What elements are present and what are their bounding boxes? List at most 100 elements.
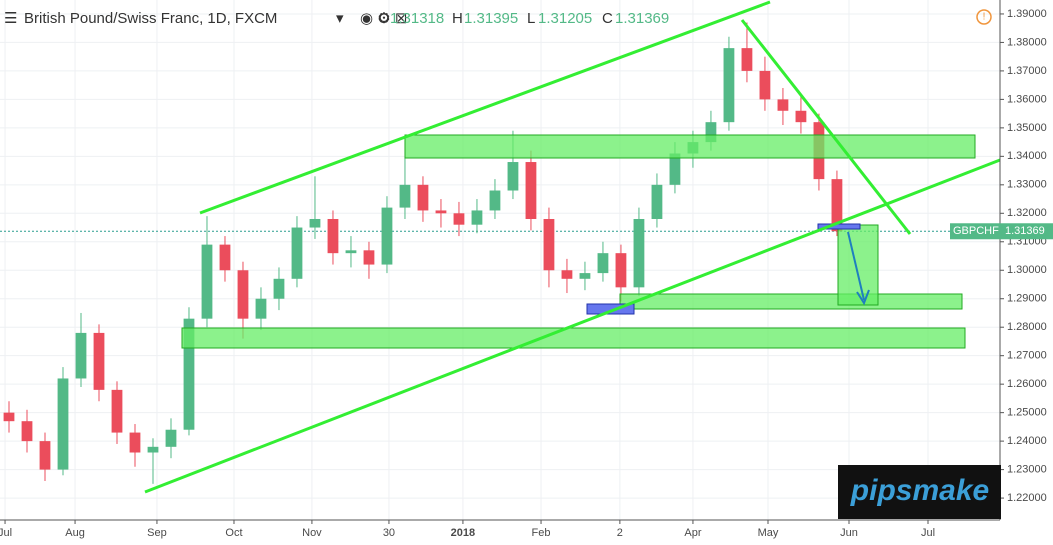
candle-body: [777, 99, 789, 111]
price-tag-symbol: GBPCHF: [953, 225, 999, 237]
candle-body: [219, 244, 231, 271]
y-tick-label: 1.23000: [1007, 464, 1047, 476]
x-tick-label: May: [758, 527, 779, 539]
open-value: 1.31318: [390, 10, 444, 27]
candle-body: [615, 253, 627, 288]
price-tag-value: 1.31369: [1005, 225, 1045, 237]
x-tick-label: Jun: [840, 527, 858, 539]
candle-body: [93, 332, 105, 390]
dropdown[interactable]: ▾: [336, 10, 344, 27]
y-tick-label: 1.26000: [1007, 378, 1047, 390]
price-tag: GBPCHF 1.31369: [950, 223, 1053, 240]
alert-icon-mark: !: [983, 12, 986, 23]
low-label: L: [527, 10, 535, 27]
x-tick-label: 2018: [451, 527, 475, 539]
candle-body: [795, 110, 807, 123]
candle-body: [363, 250, 375, 265]
arrow-head: [856, 289, 870, 306]
candle-body: [183, 318, 195, 430]
support-zone: [181, 327, 966, 349]
open-label: O: [378, 10, 390, 27]
candle-body: [507, 162, 519, 191]
logo-box: [838, 465, 1001, 519]
close-value: 1.31369: [615, 10, 669, 27]
candle-body: [489, 190, 501, 211]
y-tick-label: 1.39000: [1007, 8, 1047, 20]
y-tick-label: 1.29000: [1007, 293, 1047, 305]
y-tick-label: 1.30000: [1007, 264, 1047, 276]
high-label: H: [452, 10, 463, 27]
candle-body: [345, 250, 357, 254]
candle-body: [147, 446, 159, 453]
eye-icon[interactable]: ◉ ⚙ ⊠: [360, 10, 407, 27]
candle-body: [435, 210, 447, 214]
candle-body: [273, 278, 285, 299]
alert-icon[interactable]: [976, 9, 992, 25]
candle-body: [381, 207, 393, 265]
x-tick-label: Nov: [302, 527, 322, 539]
logo: pipsmake: [850, 474, 989, 507]
x-tick-label: Jul: [0, 527, 12, 539]
candle-body: [237, 270, 249, 319]
candle-body: [633, 218, 645, 288]
x-tick-label: Jul: [921, 527, 935, 539]
candle-body: [21, 421, 33, 442]
y-tick-label: 1.37000: [1007, 65, 1047, 77]
drawings: [144, 0, 1001, 494]
x-tick-label: Apr: [684, 527, 701, 539]
candle-body: [831, 179, 843, 232]
candle-body: [57, 378, 69, 470]
trend-line: [740, 19, 912, 235]
candle-body: [471, 210, 483, 225]
candle-body: [39, 441, 51, 470]
candle-body: [759, 70, 771, 100]
candle-body: [597, 253, 609, 274]
candle-body: [579, 273, 591, 279]
x-tick-label: Aug: [65, 527, 85, 539]
y-tick-label: 1.34000: [1007, 150, 1047, 162]
y-tick-label: 1.33000: [1007, 179, 1047, 191]
candle-body: [165, 429, 177, 447]
y-tick-label: 1.32000: [1007, 207, 1047, 219]
channel-line: [199, 0, 771, 215]
high-value: 1.31395: [464, 10, 518, 27]
price-tag-box: [950, 223, 1053, 240]
axis-layer: 1.22000 1.23000 1.24000 1.25000 1.26000 1.270…: [0, 8, 1047, 539]
candle-body: [651, 184, 663, 219]
candle-body: [75, 332, 87, 379]
candle-body: [129, 432, 141, 453]
y-tick-label: 1.36000: [1007, 93, 1047, 105]
candle-body: [291, 227, 303, 279]
target-zone: [619, 293, 963, 310]
x-tick-label: Feb: [532, 527, 551, 539]
candle-body: [525, 162, 537, 219]
menu-icon[interactable]: ☰: [4, 10, 17, 27]
y-tick-label: 1.24000: [1007, 435, 1047, 447]
candle-body: [309, 218, 321, 228]
y-tick-label: 1.22000: [1007, 492, 1047, 504]
candle-body: [741, 48, 753, 71]
candle-body: [417, 184, 429, 211]
close-label: C: [602, 10, 613, 27]
channel-line: [144, 158, 1001, 494]
marker-box: [586, 303, 635, 315]
candle-body: [3, 412, 15, 422]
resistance-zone: [404, 134, 976, 159]
candle-body: [561, 270, 573, 279]
x-tick-label: 2: [617, 527, 623, 539]
candle-body: [453, 213, 465, 225]
y-tick-label: 1.27000: [1007, 350, 1047, 362]
y-tick-label: 1.28000: [1007, 321, 1047, 333]
candle-body: [669, 153, 681, 185]
x-tick-label: Oct: [225, 527, 242, 539]
projection-box: [837, 224, 879, 306]
symbol-title[interactable]: British Pound/Swiss Franc, 1D, FXCM: [24, 10, 277, 27]
candle-body: [201, 244, 213, 319]
x-tick-label: Sep: [147, 527, 167, 539]
candle-body: [255, 298, 267, 319]
arrow: [847, 231, 865, 301]
candle-layer: [3, 22, 843, 484]
y-tick-label: 1.35000: [1007, 122, 1047, 134]
